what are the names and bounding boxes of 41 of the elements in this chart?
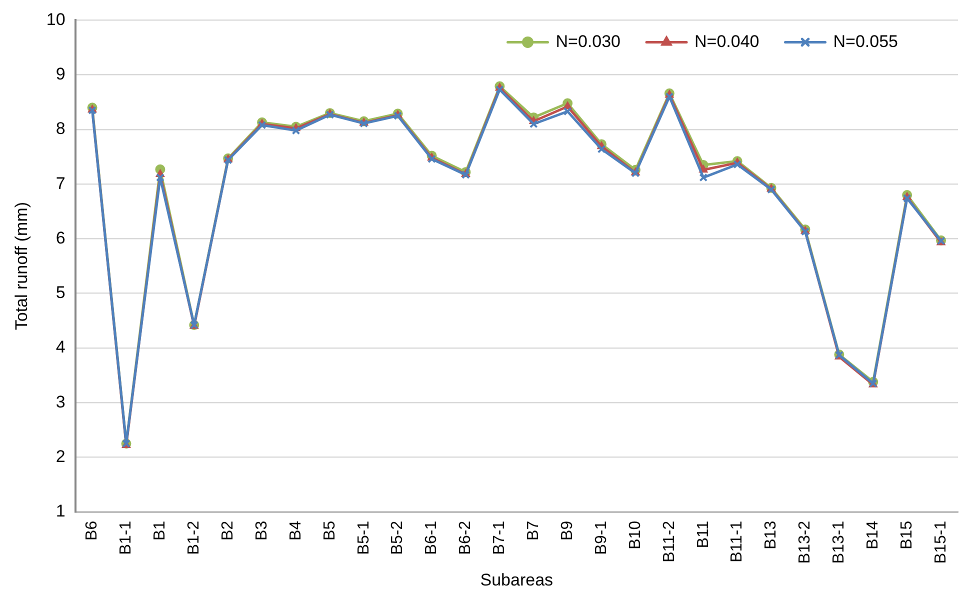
legend-label: N=0.055 bbox=[833, 32, 898, 51]
x-tick-label: B3 bbox=[253, 520, 270, 540]
x-tick-label: B11-2 bbox=[660, 520, 678, 562]
x-tick-label: B13-2 bbox=[796, 520, 814, 564]
x-tick-label: B10 bbox=[626, 520, 644, 550]
x-tick-label: B9-1 bbox=[592, 520, 610, 555]
x-tick-label: B5 bbox=[321, 520, 338, 540]
x-tick-label: B13-1 bbox=[830, 520, 848, 564]
x-tick-label: B11-1 bbox=[728, 520, 746, 562]
x-tick-label: B1-2 bbox=[186, 520, 203, 555]
legend-label: N=0.040 bbox=[694, 32, 760, 51]
y-tick-label: 3 bbox=[56, 392, 66, 412]
y-tick-label: 8 bbox=[56, 119, 66, 138]
x-tick-label: B14 bbox=[864, 520, 882, 550]
legend-label: N=0.030 bbox=[556, 32, 621, 51]
x-tick-label: B11 bbox=[694, 520, 712, 548]
x-tick-label: B2 bbox=[219, 520, 236, 540]
x-tick-label: B9 bbox=[558, 520, 576, 540]
y-tick-label: 9 bbox=[56, 64, 66, 84]
x-tick-label: B7-1 bbox=[491, 520, 508, 555]
y-axis-title: Total runoff (mm) bbox=[12, 202, 31, 330]
y-tick-label: 5 bbox=[56, 283, 66, 302]
x-tick-label: B6 bbox=[84, 520, 101, 540]
y-tick-label: 4 bbox=[56, 338, 66, 357]
x-tick-label: B5-2 bbox=[389, 520, 406, 555]
x-axis-title: Subareas bbox=[480, 570, 554, 590]
x-tick-label: B5-1 bbox=[355, 520, 372, 555]
x-tick-label: B15-1 bbox=[932, 520, 950, 564]
x-tick-label: B1 bbox=[152, 520, 169, 540]
y-tick-label: 7 bbox=[56, 174, 66, 193]
x-tick-label: B4 bbox=[287, 520, 304, 540]
x-tick-label: B7 bbox=[525, 520, 542, 540]
y-tick-label: 6 bbox=[56, 228, 66, 248]
y-tick-label: 10 bbox=[46, 10, 66, 29]
x-tick-label: B6-2 bbox=[457, 520, 474, 555]
y-tick-label: 1 bbox=[56, 502, 66, 521]
x-tick-label: B13 bbox=[762, 520, 780, 550]
x-tick-label: B1-1 bbox=[118, 520, 135, 555]
y-tick-label: 2 bbox=[56, 446, 66, 466]
x-tick-label: B6-1 bbox=[423, 520, 440, 555]
x-tick-label: B15 bbox=[898, 520, 916, 550]
